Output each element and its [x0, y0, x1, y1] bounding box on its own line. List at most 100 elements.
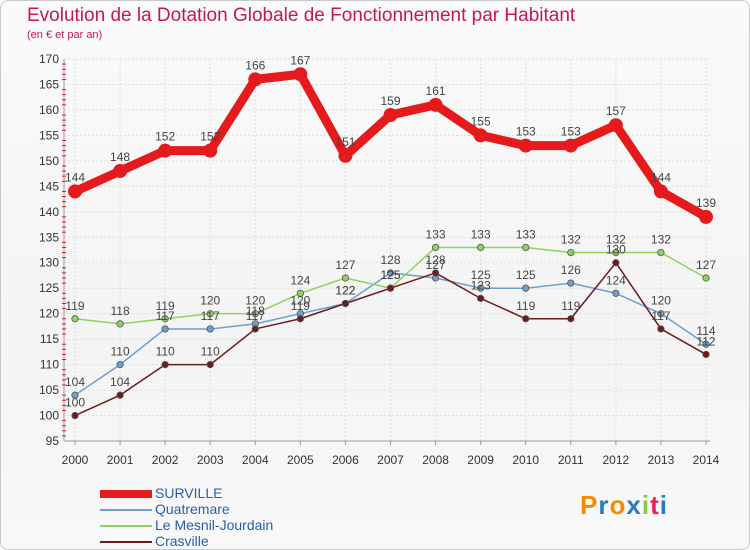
data-label: 117 — [156, 309, 175, 323]
data-label: 125 — [380, 268, 400, 282]
y-tick-label: 125 — [39, 281, 59, 295]
data-label: 123 — [471, 278, 491, 292]
logo-letter: P — [580, 490, 599, 520]
data-point-crasville — [477, 294, 485, 302]
legend-label: Quatremare — [155, 501, 230, 517]
data-label: 120 — [290, 294, 310, 308]
y-tick-label: 100 — [39, 409, 59, 423]
data-label: 119 — [516, 299, 535, 313]
data-point-surville — [473, 128, 488, 143]
data-label: 126 — [561, 263, 581, 277]
data-point-surville — [248, 72, 263, 87]
data-label: 166 — [245, 58, 265, 72]
legend-swatch — [100, 509, 152, 511]
data-point-crasville — [567, 315, 575, 323]
data-point-le-mesnil-jourdain — [657, 248, 665, 257]
data-label: 125 — [380, 268, 400, 282]
data-label: 104 — [110, 375, 130, 389]
x-tick-label: 2009 — [467, 453, 494, 467]
data-point-le-mesnil-jourdain — [116, 320, 124, 328]
data-label: 117 — [246, 309, 265, 323]
data-point-crasville — [206, 360, 214, 369]
data-point-surville — [699, 209, 713, 224]
data-label: 125 — [471, 268, 491, 282]
data-point-le-mesnil-jourdain — [251, 310, 259, 318]
data-point-quatremare — [161, 325, 169, 333]
data-label: 122 — [335, 283, 355, 297]
data-label: 130 — [606, 243, 626, 257]
data-point-crasville — [386, 284, 395, 292]
data-point-surville — [158, 143, 173, 158]
data-label: 127 — [426, 258, 446, 272]
data-label: 112 — [696, 334, 715, 348]
logo-letter: o — [609, 490, 627, 520]
data-label: 153 — [516, 125, 536, 139]
data-label: 133 — [516, 227, 536, 241]
data-point-crasville — [341, 299, 350, 308]
data-label: 128 — [380, 253, 400, 267]
data-point-crasville — [251, 325, 259, 333]
legend-swatch — [100, 541, 152, 543]
data-label: 161 — [426, 84, 446, 98]
data-point-crasville — [71, 411, 79, 420]
legend-label: Le Mesnil-Jourdain — [155, 517, 274, 533]
data-point-surville — [68, 184, 82, 199]
data-point-crasville — [612, 259, 620, 267]
data-point-surville — [203, 143, 218, 158]
data-label: 124 — [290, 273, 310, 287]
x-tick-label: 2005 — [287, 453, 314, 467]
x-tick-label: 2007 — [377, 453, 404, 467]
data-label: 120 — [245, 294, 265, 308]
chart-subtitle: (en € et par an) — [27, 29, 103, 41]
data-label: 159 — [380, 94, 400, 108]
data-point-quatremare — [477, 284, 485, 292]
x-tick-label: 2003 — [197, 453, 224, 467]
data-point-surville — [338, 148, 353, 163]
logo-letter: i — [641, 490, 651, 520]
x-tick-label: 2001 — [107, 453, 134, 467]
data-label: 124 — [606, 273, 626, 287]
data-point-quatremare — [116, 360, 124, 369]
data-label: 144 — [65, 170, 85, 184]
data-label: 122 — [335, 283, 355, 297]
data-label: 151 — [335, 135, 355, 149]
x-tick-label: 2004 — [242, 453, 269, 467]
y-tick-label: 95 — [46, 434, 60, 448]
legend-swatch — [100, 525, 152, 527]
data-label: 117 — [201, 309, 220, 323]
data-point-surville — [383, 108, 398, 123]
x-tick-label: 2011 — [558, 453, 584, 467]
y-tick-label: 110 — [40, 358, 59, 372]
y-tick-label: 115 — [40, 332, 59, 346]
data-point-le-mesnil-jourdain — [71, 315, 79, 323]
data-point-quatremare — [702, 340, 710, 348]
data-point-surville — [293, 67, 308, 82]
x-tick-label: 2012 — [603, 453, 630, 467]
data-point-le-mesnil-jourdain — [341, 274, 350, 282]
y-tick-label: 170 — [39, 52, 59, 66]
data-label: 157 — [606, 104, 626, 118]
y-tick-label: 130 — [39, 256, 59, 270]
data-label: 118 — [246, 304, 265, 318]
data-point-quatremare — [522, 284, 530, 292]
data-point-le-mesnil-jourdain — [296, 289, 304, 297]
data-point-crasville — [296, 315, 304, 323]
y-tick-label: 135 — [39, 230, 59, 244]
x-tick-label: 2000 — [62, 453, 89, 467]
data-point-surville — [518, 138, 533, 153]
data-label: 153 — [561, 125, 581, 139]
data-label: 132 — [606, 233, 626, 247]
data-label: 133 — [471, 227, 491, 241]
data-point-le-mesnil-jourdain — [567, 248, 575, 257]
legend-label: Crasville — [155, 533, 209, 549]
data-point-crasville — [431, 269, 440, 277]
data-label: 133 — [426, 227, 446, 241]
data-label: 167 — [290, 53, 310, 67]
data-label: 118 — [111, 304, 130, 318]
y-tick-label: 160 — [39, 103, 59, 117]
logo-letter: x — [626, 490, 642, 520]
x-tick-label: 2014 — [693, 453, 720, 467]
legend-label: SURVILLE — [155, 485, 223, 501]
chart-title: Evolution de la Dotation Globale de Fonc… — [27, 5, 576, 26]
y-tick-label: 145 — [39, 179, 59, 193]
